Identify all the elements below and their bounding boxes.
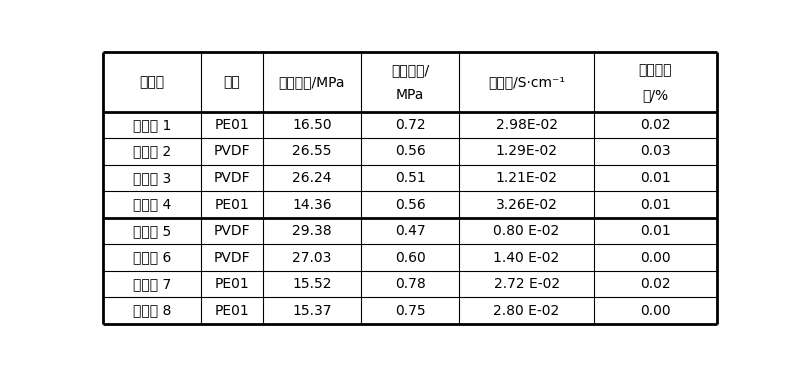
Text: PVDF: PVDF bbox=[214, 224, 250, 238]
Text: 实施例 5: 实施例 5 bbox=[133, 224, 171, 238]
Text: 率/%: 率/% bbox=[642, 88, 669, 102]
Text: 0.51: 0.51 bbox=[394, 171, 426, 185]
Text: 型号: 型号 bbox=[224, 75, 240, 89]
Text: 0.60: 0.60 bbox=[394, 251, 426, 264]
Text: 0.80 E-02: 0.80 E-02 bbox=[494, 224, 560, 238]
Text: 3.26E-02: 3.26E-02 bbox=[496, 198, 558, 212]
Text: 26.55: 26.55 bbox=[292, 144, 331, 158]
Text: 0.00: 0.00 bbox=[640, 304, 671, 318]
Text: PVDF: PVDF bbox=[214, 251, 250, 264]
Text: 实施例 7: 实施例 7 bbox=[133, 277, 171, 291]
Text: 爆破强度/: 爆破强度/ bbox=[391, 63, 429, 77]
Text: PE01: PE01 bbox=[214, 277, 250, 291]
Text: PVDF: PVDF bbox=[214, 171, 250, 185]
Text: 2.80 E-02: 2.80 E-02 bbox=[494, 304, 560, 318]
Text: PVDF: PVDF bbox=[214, 144, 250, 158]
Text: 0.78: 0.78 bbox=[394, 277, 426, 291]
Text: 电导率/S·cm⁻¹: 电导率/S·cm⁻¹ bbox=[488, 75, 565, 89]
Text: 1.21E-02: 1.21E-02 bbox=[496, 171, 558, 185]
Text: 14.36: 14.36 bbox=[292, 198, 332, 212]
Text: 实施例 6: 实施例 6 bbox=[133, 251, 171, 264]
Text: 27.03: 27.03 bbox=[292, 251, 331, 264]
Text: MPa: MPa bbox=[396, 88, 424, 102]
Text: 29.38: 29.38 bbox=[292, 224, 332, 238]
Text: 2.98E-02: 2.98E-02 bbox=[496, 118, 558, 132]
Text: 实施例 4: 实施例 4 bbox=[133, 198, 171, 212]
Text: 0.03: 0.03 bbox=[640, 144, 671, 158]
Text: 1.29E-02: 1.29E-02 bbox=[496, 144, 558, 158]
Text: 抗拉强度/MPa: 抗拉强度/MPa bbox=[278, 75, 345, 89]
Text: 0.75: 0.75 bbox=[394, 304, 426, 318]
Text: PE01: PE01 bbox=[214, 198, 250, 212]
Text: 实施例: 实施例 bbox=[140, 75, 165, 89]
Text: PE01: PE01 bbox=[214, 118, 250, 132]
Text: 0.02: 0.02 bbox=[640, 277, 671, 291]
Text: 实施例 2: 实施例 2 bbox=[133, 144, 171, 158]
Text: 26.24: 26.24 bbox=[292, 171, 331, 185]
Text: 0.56: 0.56 bbox=[394, 198, 426, 212]
Text: 1.40 E-02: 1.40 E-02 bbox=[494, 251, 560, 264]
Text: 0.00: 0.00 bbox=[640, 251, 671, 264]
Text: 0.72: 0.72 bbox=[394, 118, 426, 132]
Text: 0.02: 0.02 bbox=[640, 118, 671, 132]
Text: 0.56: 0.56 bbox=[394, 144, 426, 158]
Text: 实施例 8: 实施例 8 bbox=[133, 304, 171, 318]
Text: 16.50: 16.50 bbox=[292, 118, 332, 132]
Text: 0.47: 0.47 bbox=[394, 224, 426, 238]
Text: 15.52: 15.52 bbox=[292, 277, 331, 291]
Text: 实施例 1: 实施例 1 bbox=[133, 118, 171, 132]
Text: PE01: PE01 bbox=[214, 304, 250, 318]
Text: 15.37: 15.37 bbox=[292, 304, 331, 318]
Text: 尺寸变化: 尺寸变化 bbox=[638, 63, 672, 77]
Text: 0.01: 0.01 bbox=[640, 198, 671, 212]
Text: 实施例 3: 实施例 3 bbox=[133, 171, 171, 185]
Text: 0.01: 0.01 bbox=[640, 171, 671, 185]
Text: 2.72 E-02: 2.72 E-02 bbox=[494, 277, 560, 291]
Text: 0.01: 0.01 bbox=[640, 224, 671, 238]
